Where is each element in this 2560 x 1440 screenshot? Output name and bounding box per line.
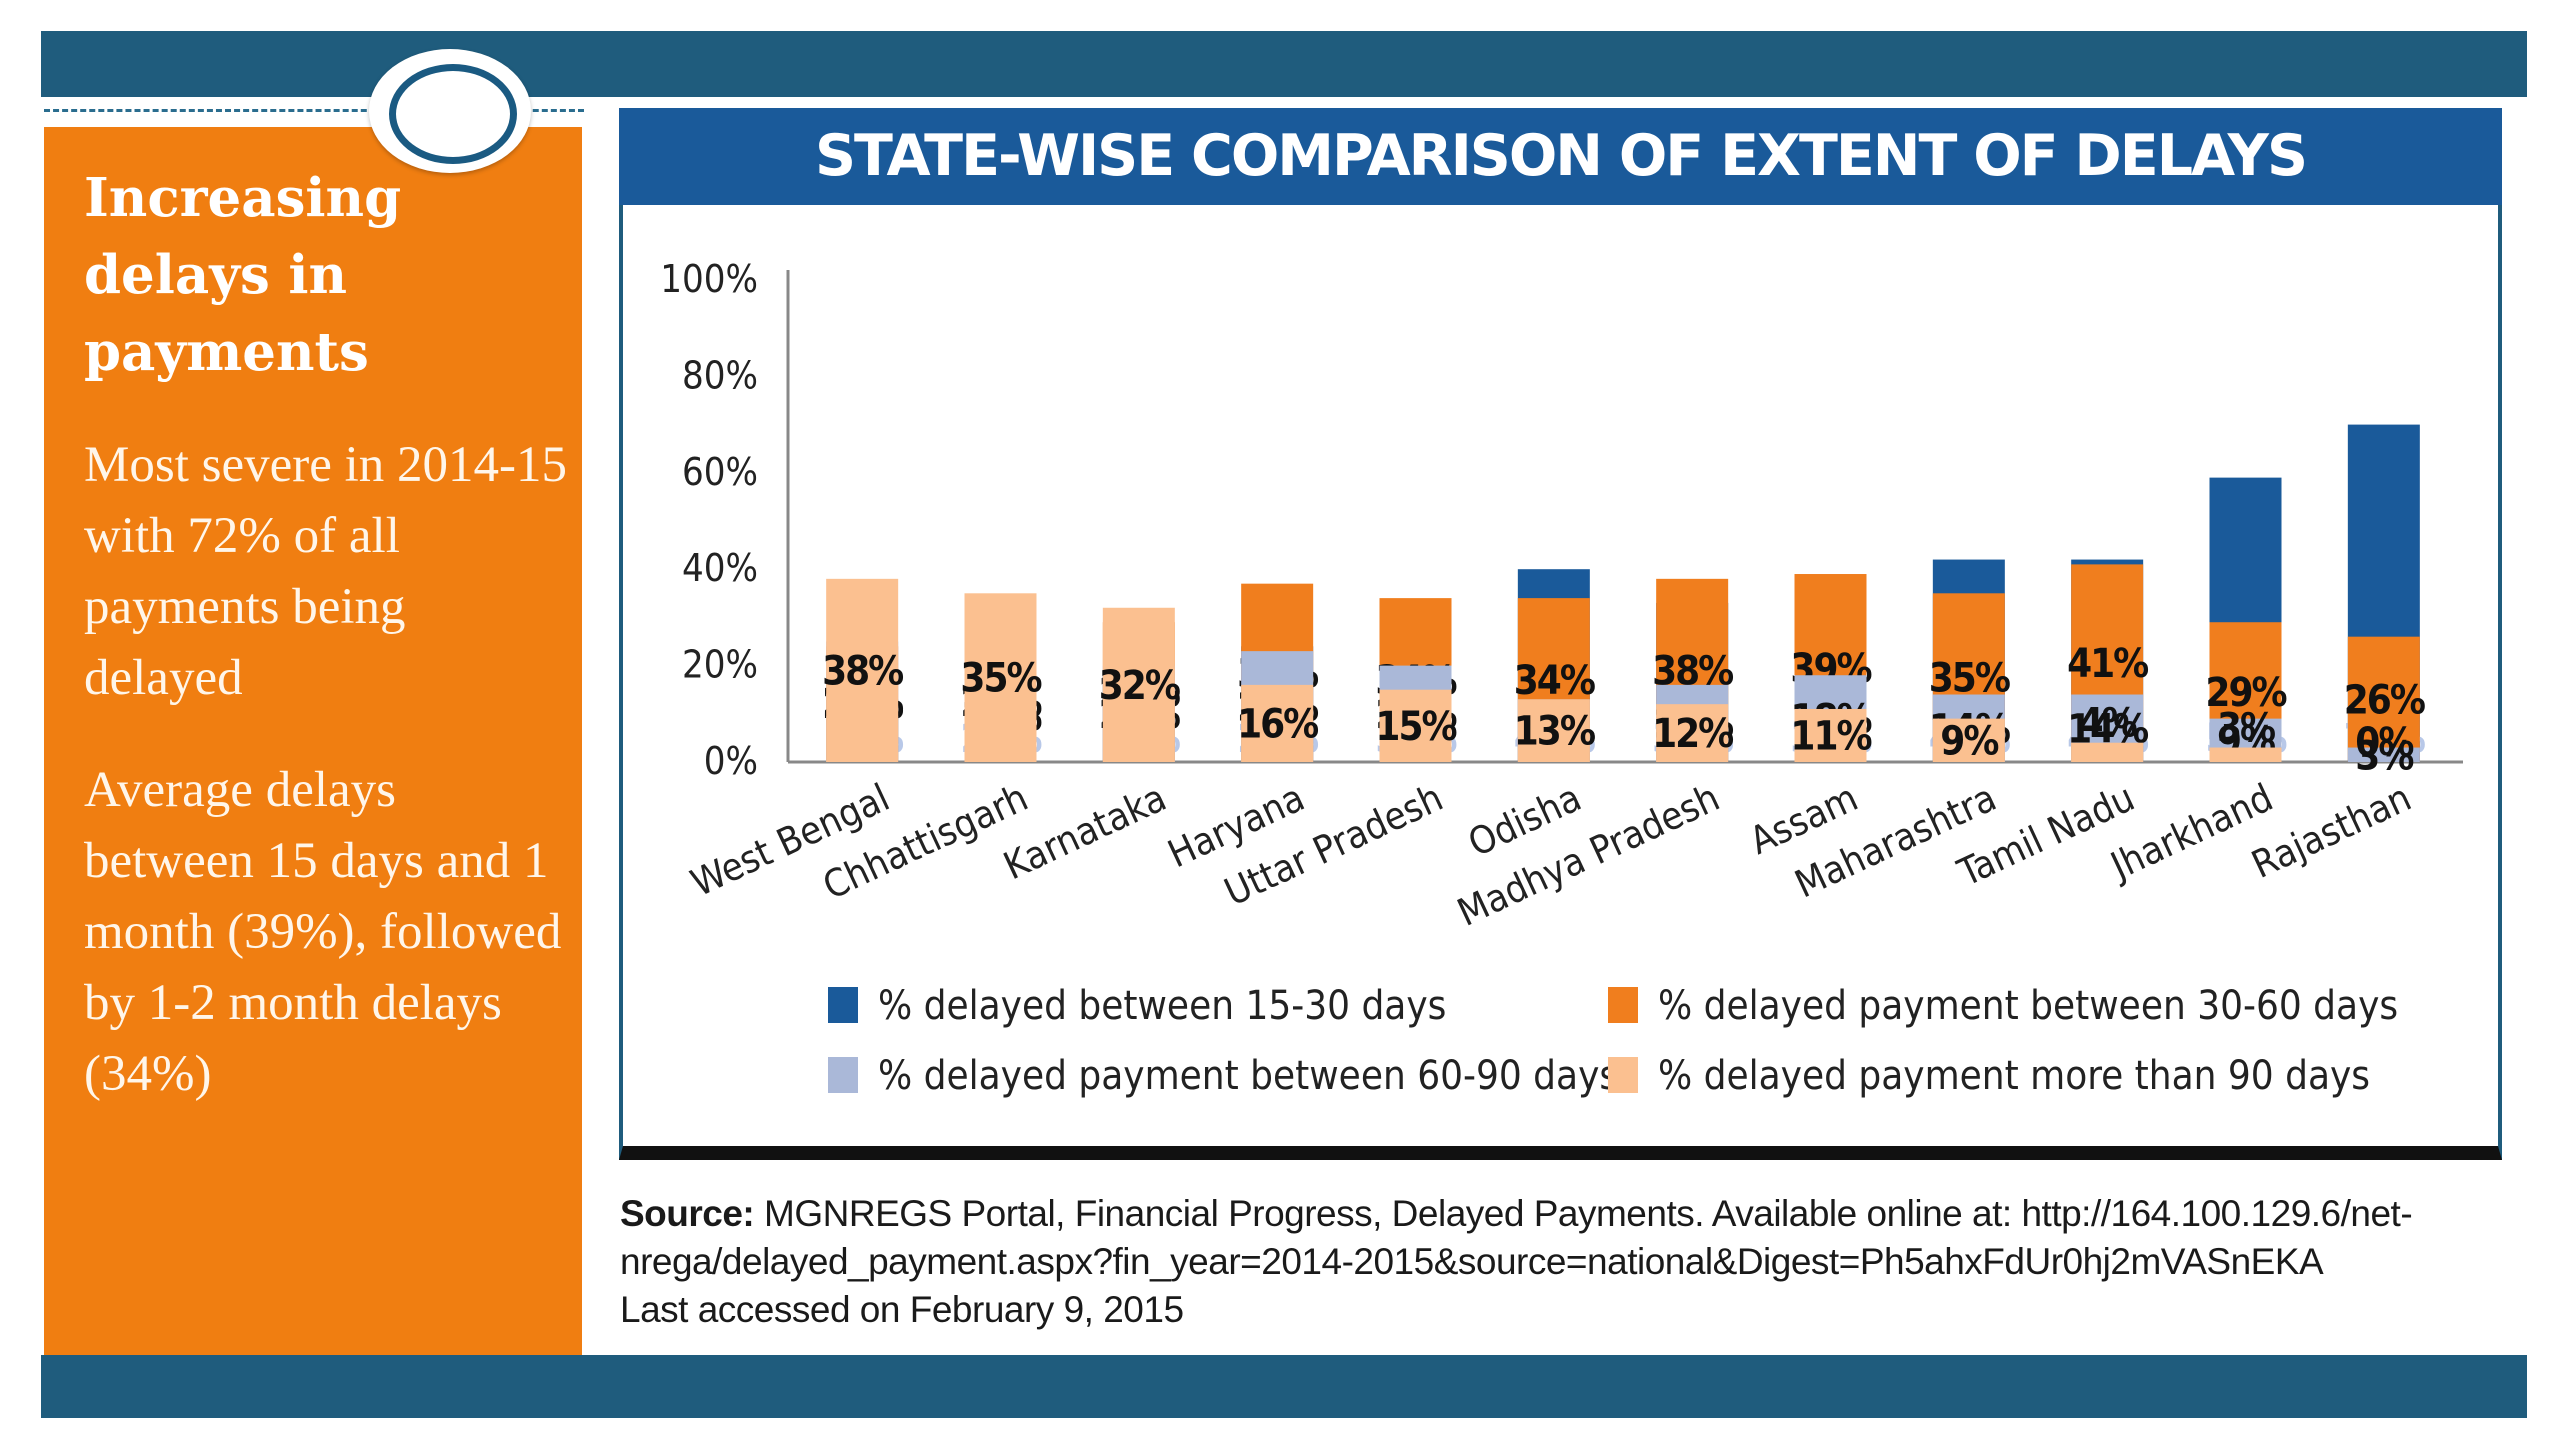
y-tick-label: 0% xyxy=(704,739,758,783)
y-tick-label: 100% xyxy=(660,257,758,301)
bar-maharashtra-series-4 xyxy=(1932,718,2005,762)
data-label-tamil-nadu-series-4: 4% xyxy=(2079,701,2137,747)
legend-swatch-2 xyxy=(1608,987,1638,1023)
source-note: Source: MGNREGS Portal, Financial Progre… xyxy=(620,1190,2520,1334)
bar-rajasthan-series-3 xyxy=(2347,747,2420,762)
source-line-2: nrega/delayed_payment.aspx?fin_year=2014… xyxy=(620,1241,2324,1282)
data-label-west-bengal-series-4: 38% xyxy=(822,648,903,694)
sidebar-heading: Increasing delays in payments xyxy=(84,167,402,383)
ring-decoration xyxy=(369,49,531,173)
bar-chhattisgarh-series-4 xyxy=(964,593,1037,762)
bar-tamil-nadu-series-4 xyxy=(2071,742,2144,762)
data-label-tamil-nadu-series-2: 41% xyxy=(2067,641,2148,687)
y-tick-label: 80% xyxy=(682,353,758,397)
data-label-rajasthan-series-3: 3% xyxy=(2355,734,2413,780)
ring-icon xyxy=(389,64,517,164)
legend-label-2: % delayed payment between 30-60 days xyxy=(1658,983,2398,1029)
sidebar-paragraph-severity: Most severe in 2014-15 with 72% of all p… xyxy=(84,437,568,706)
data-label-rajasthan-series-2: 26% xyxy=(2344,677,2425,723)
data-label-odisha-series-4: 13% xyxy=(1514,709,1595,755)
bar-odisha-series-4 xyxy=(1517,699,1590,762)
bar-karnataka-series-4 xyxy=(1102,607,1175,762)
data-label-uttar-pradesh-series-4: 15% xyxy=(1375,704,1456,750)
bar-haryana-series-4 xyxy=(1241,684,1314,762)
y-tick-label: 40% xyxy=(682,546,758,590)
data-label-jharkhand-series-2: 29% xyxy=(2205,670,2286,716)
data-label-odisha-series-2: 34% xyxy=(1514,658,1595,704)
legend-swatch-3 xyxy=(828,1057,858,1093)
y-tick-label: 60% xyxy=(682,450,758,494)
data-label-maharashtra-series-4: 9% xyxy=(1940,718,1998,764)
bar-rajasthan-series-2 xyxy=(2347,636,2420,762)
x-tick-label-rajasthan: Rajasthan xyxy=(2245,775,2417,887)
data-label-haryana-series-4: 16% xyxy=(1237,701,1318,747)
source-label: Source: xyxy=(620,1193,755,1234)
bottom-banner xyxy=(41,1355,2527,1418)
bar-assam-series-4 xyxy=(1794,708,1867,762)
sidebar-paragraph-averages: Average delays between 15 days and 1 mon… xyxy=(84,762,562,1102)
sidebar-panel xyxy=(44,127,582,1355)
legend-label-4: % delayed payment more than 90 days xyxy=(1658,1053,2370,1099)
bar-madhya-pradesh-series-4 xyxy=(1656,704,1729,762)
chart-title: STATE-WISE COMPARISON OF EXTENT OF DELAY… xyxy=(619,108,2502,205)
legend-swatch-4 xyxy=(1608,1057,1638,1093)
data-label-chhattisgarh-series-4: 35% xyxy=(960,656,1041,702)
data-label-jharkhand-series-4: 3% xyxy=(2217,706,2275,752)
data-label-rajasthan-series-4: 0% xyxy=(2355,720,2413,766)
y-tick-label: 20% xyxy=(682,643,758,687)
data-label-karnataka-series-4: 32% xyxy=(1099,663,1180,709)
stacked-bar-chart: 0%20%40%60%80%100%13%24%25%38%West Benga… xyxy=(660,257,2463,1099)
dashed-divider xyxy=(44,109,584,112)
data-label-maharashtra-series-2: 35% xyxy=(1929,656,2010,702)
legend-label-1: % delayed between 15-30 days xyxy=(878,983,1446,1029)
bar-jharkhand-series-4 xyxy=(2209,747,2282,762)
source-line-3: Last accessed on February 9, 2015 xyxy=(620,1289,1184,1330)
bar-west-bengal-series-4 xyxy=(826,578,899,762)
legend-swatch-1 xyxy=(828,987,858,1023)
bar-uttar-pradesh-series-4 xyxy=(1379,689,1452,762)
legend-label-3: % delayed payment between 60-90 days xyxy=(878,1053,1618,1099)
source-line-1: MGNREGS Portal, Financial Progress, Dela… xyxy=(754,1193,2413,1234)
data-label-assam-series-4: 11% xyxy=(1790,713,1871,759)
data-label-madhya-pradesh-series-4: 12% xyxy=(1652,711,1733,757)
